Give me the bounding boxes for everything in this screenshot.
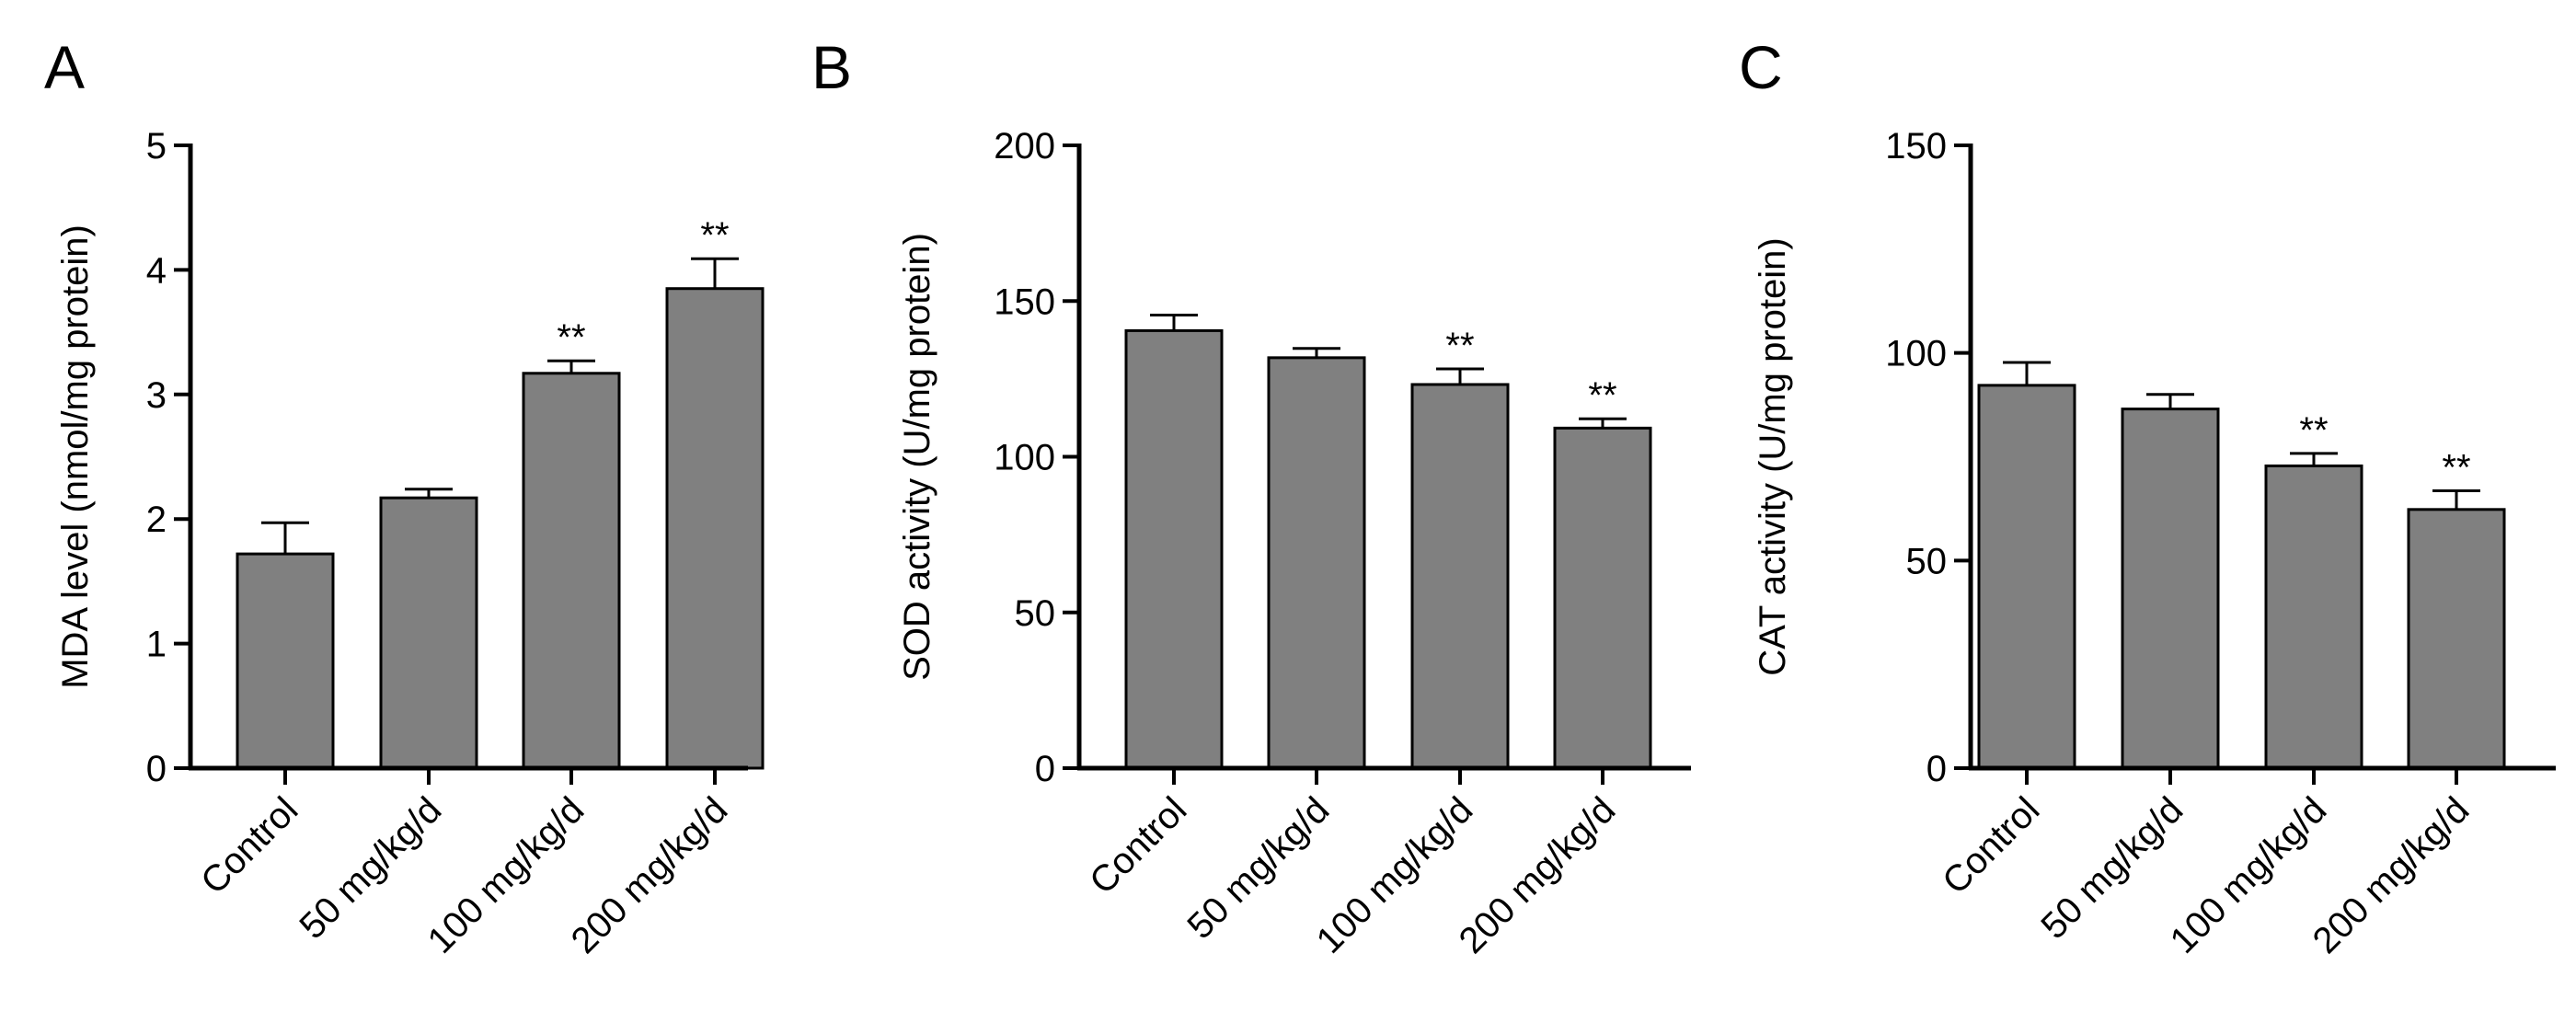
bar — [522, 372, 621, 770]
significance-label: ** — [700, 215, 729, 256]
y-tick-label: 4 — [146, 250, 167, 291]
y-tick-label: 1 — [146, 625, 167, 665]
x-tick-label: Control — [1935, 789, 2047, 902]
y-tick-label: 200 — [994, 126, 1055, 167]
bar — [379, 496, 478, 770]
y-tick-label: 150 — [1885, 126, 1947, 167]
x-tick-label: 200 mg/kg/d — [564, 789, 736, 961]
y-tick-label: 0 — [1926, 749, 1947, 789]
bar — [1124, 328, 1224, 770]
x-tick-label: 50 mg/kg/d — [1179, 789, 1337, 947]
y-tick-label: 50 — [1906, 541, 1948, 581]
significance-label: ** — [2442, 448, 2470, 488]
y-tick-label: 0 — [146, 749, 167, 789]
significance-label: ** — [2299, 410, 2328, 451]
bar — [1553, 426, 1652, 770]
significance-label: ** — [557, 317, 585, 358]
y-tick-label: 5 — [146, 126, 167, 167]
y-tick-label: 3 — [146, 375, 167, 416]
y-tick-label: 100 — [1885, 334, 1947, 374]
y-tick-label: 2 — [146, 500, 167, 540]
bar — [1267, 356, 1366, 770]
y-tick-label: 100 — [994, 438, 1055, 478]
x-tick-label: 50 mg/kg/d — [2033, 789, 2191, 947]
y-axis-title: SOD activity (U/mg protein) — [897, 233, 937, 681]
x-tick-label: 50 mg/kg/d — [292, 789, 449, 947]
panel-letter-a: A — [44, 33, 85, 101]
significance-label: ** — [1445, 326, 1474, 366]
y-axis-title: CAT activity (U/mg protein) — [1753, 237, 1793, 675]
bar — [2264, 464, 2363, 770]
bar — [2121, 408, 2220, 770]
x-tick-label: Control — [1082, 789, 1194, 902]
bar — [2407, 508, 2506, 770]
panel-letter-c: C — [1739, 33, 1783, 101]
bar — [665, 287, 765, 770]
y-axis-title: MDA level (nmol/mg protein) — [55, 224, 96, 689]
x-tick-label: Control — [193, 789, 305, 902]
y-tick-label: 50 — [1015, 593, 1056, 634]
panel-letter-b: B — [811, 33, 852, 101]
y-tick-label: 0 — [1035, 749, 1055, 789]
significance-label: ** — [1588, 375, 1616, 416]
bar — [1977, 384, 2076, 770]
bar — [1410, 383, 1510, 770]
bar — [236, 552, 335, 770]
y-tick-label: 150 — [994, 281, 1055, 322]
